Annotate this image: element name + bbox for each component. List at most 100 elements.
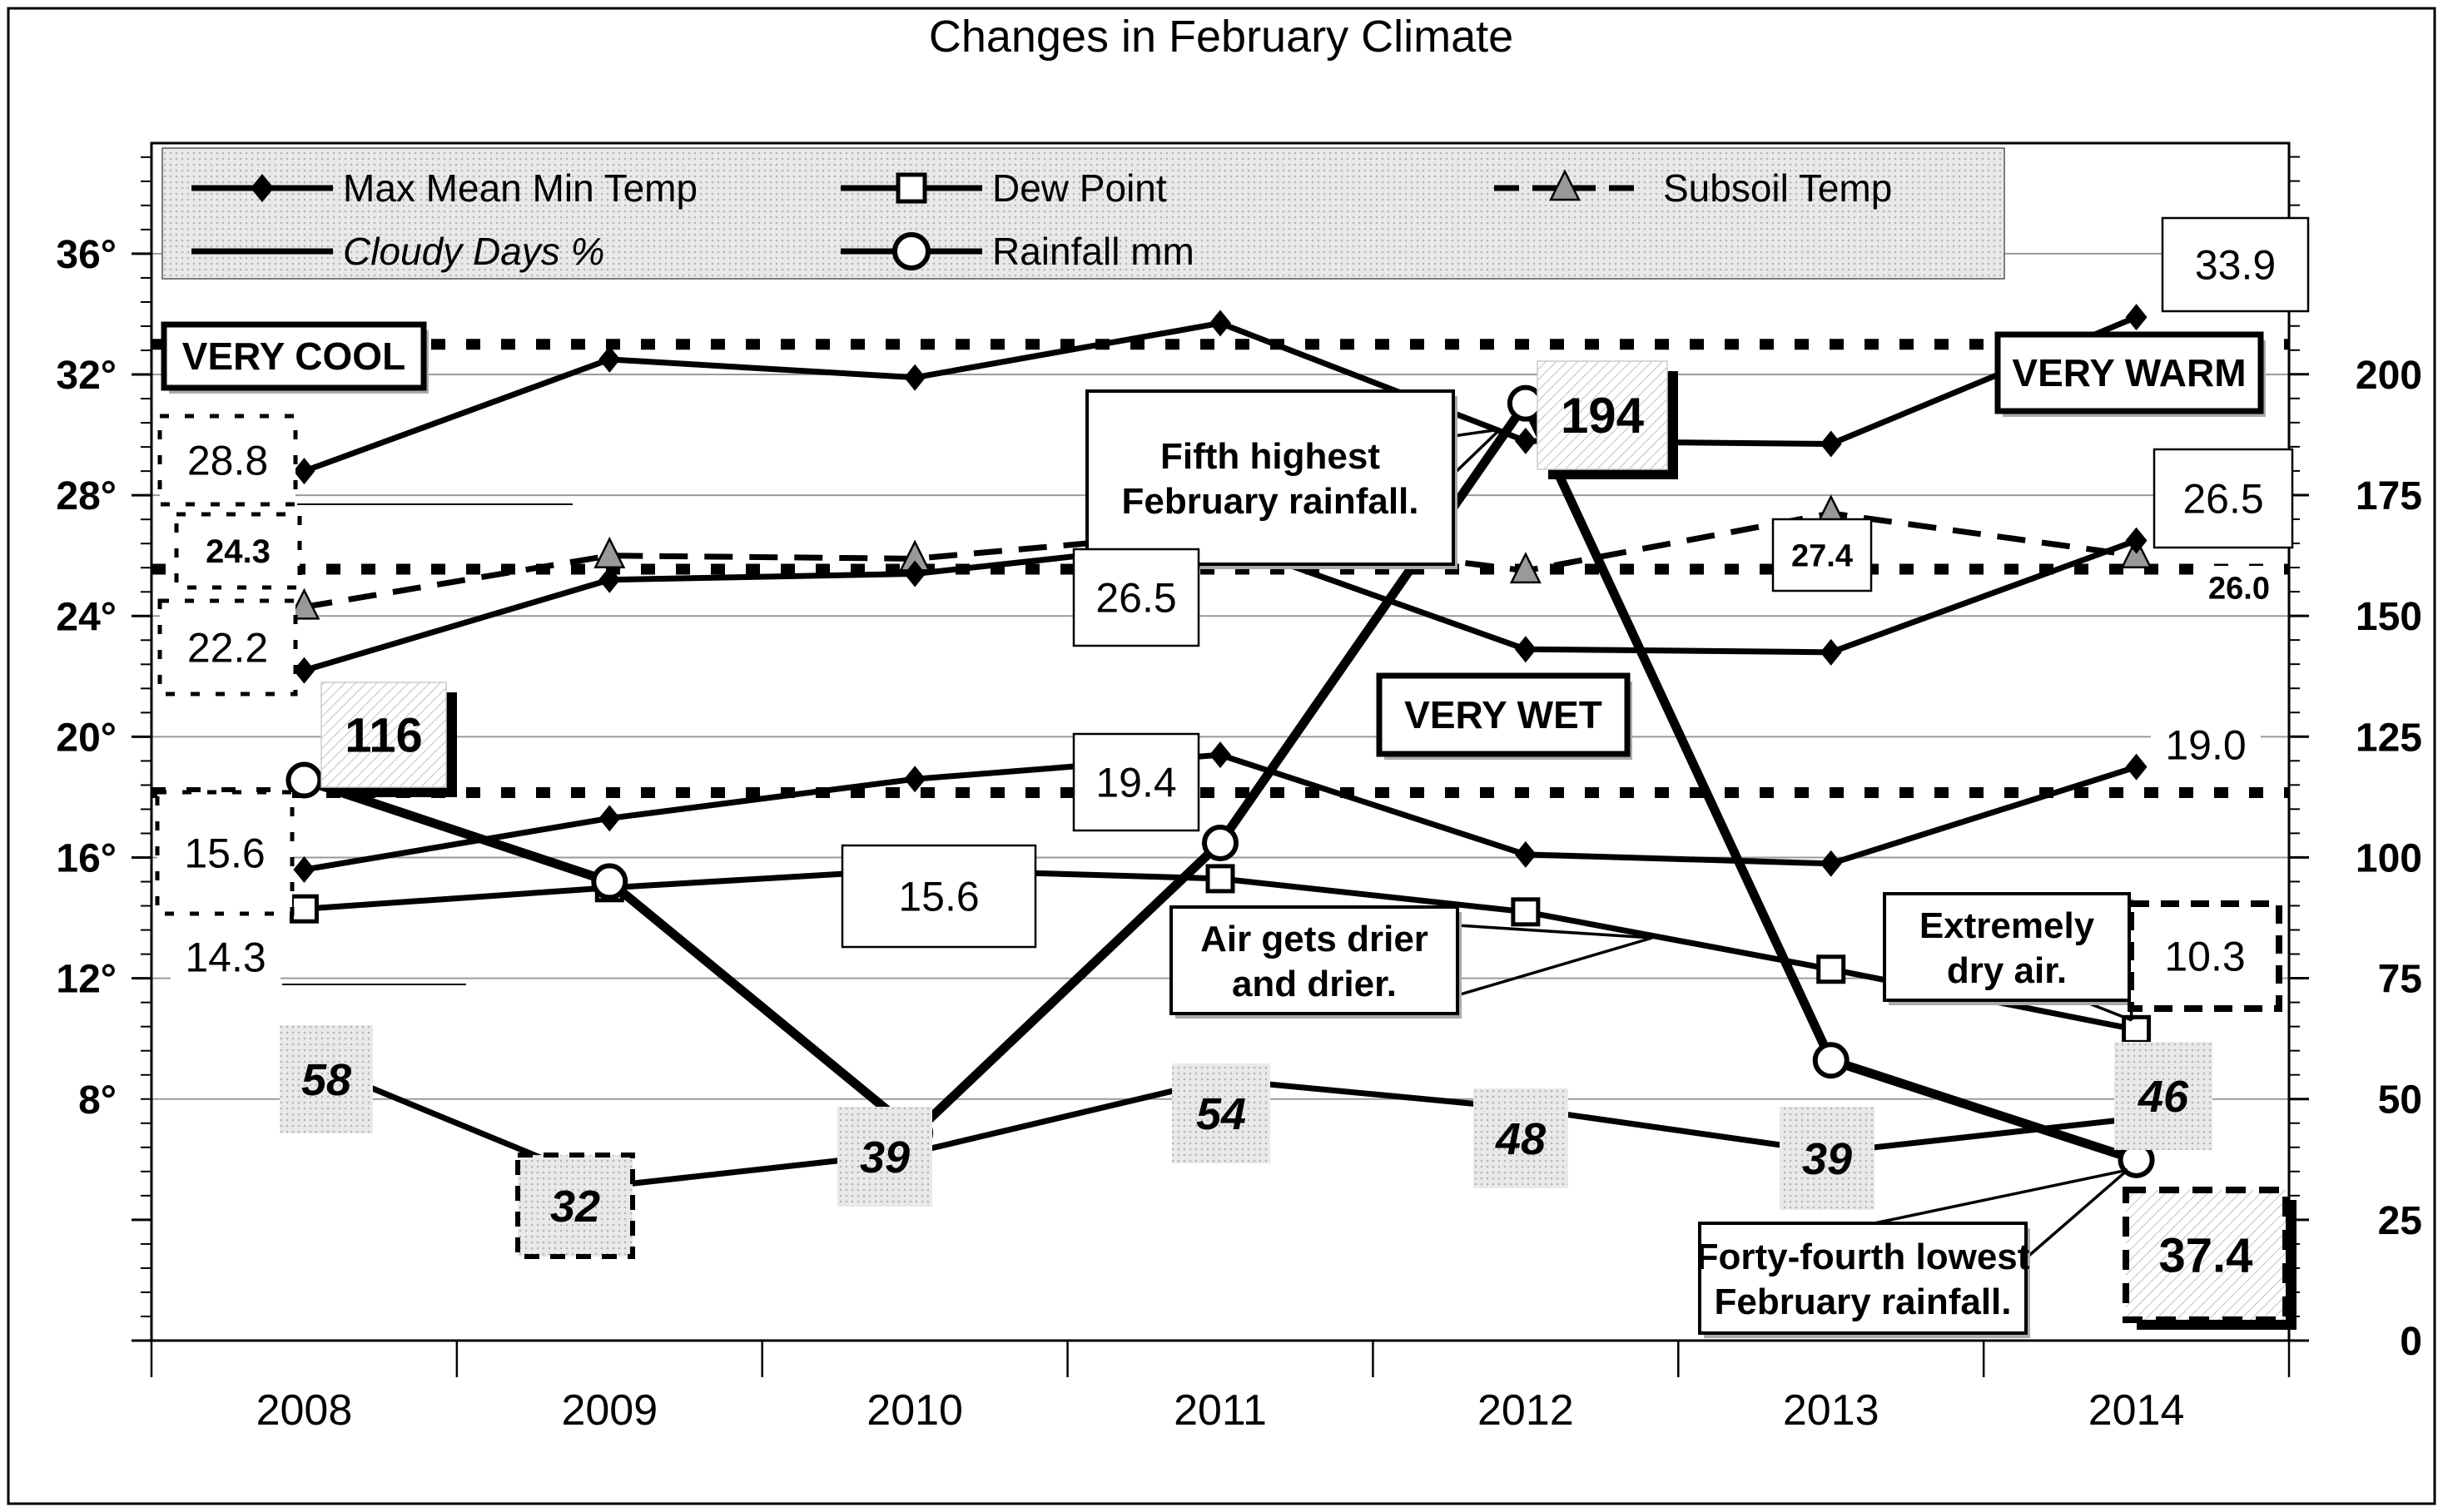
value-label-min-2011: 19.4 — [1072, 732, 1200, 832]
data-point-marker-square — [2122, 1014, 2152, 1044]
legend-label: Dew Point — [992, 166, 1167, 210]
x-axis-year-label: 2010 — [866, 1386, 963, 1435]
label-box — [1780, 1107, 1874, 1210]
data-point-marker-diamond — [598, 805, 621, 832]
data-point-marker-square — [1205, 864, 1235, 894]
label-box — [280, 1025, 373, 1133]
data-point-marker-diamond — [598, 566, 621, 593]
label-box — [2114, 1042, 2212, 1150]
value-label-subsoil-2014: 26.0 — [2194, 566, 2284, 609]
callout-pointer — [1874, 1168, 2128, 1225]
left-axis-label: 36° — [56, 233, 117, 277]
banner-text: VERY WET — [1404, 693, 1602, 736]
label-box — [837, 1107, 932, 1207]
data-point-marker-circle — [1507, 384, 1544, 422]
legend-marker-square — [896, 172, 927, 204]
callout-pointer — [1452, 428, 1502, 476]
x-axis-year-label: 2012 — [1477, 1386, 1574, 1435]
data-point-marker-diamond — [1514, 427, 1537, 454]
label-box — [157, 414, 298, 507]
callout-text: and drier. — [1232, 964, 1397, 1004]
left-axis-label: 32° — [56, 354, 117, 398]
data-point-marker-diamond — [1209, 310, 1231, 337]
callout-box — [1883, 892, 2131, 1002]
legend-item-dew-point: Dew Point — [841, 166, 1167, 210]
right-axis-label: 200 — [2356, 354, 2422, 398]
value-label-subsoil-2013: 27.4 — [1771, 518, 1873, 592]
label-box — [2153, 448, 2294, 549]
value-label-min-2014: 19.0 — [2151, 717, 2261, 772]
data-point-marker-diamond — [2125, 304, 2148, 331]
data-point-marker-diamond — [1514, 636, 1537, 663]
callout-pointer — [1457, 924, 1653, 939]
right-axis-label: 175 — [2356, 474, 2422, 518]
callout-text: dry air. — [1947, 950, 2067, 991]
legend-label: Max Mean Min Temp — [343, 166, 698, 210]
callout-text: Forty-fourth lowest — [1696, 1237, 2030, 1277]
data-point-marker-diamond — [1820, 850, 1842, 877]
callout-pointer — [2024, 1168, 2129, 1260]
x-axis-year-label: 2009 — [561, 1386, 658, 1435]
x-axis-year-label: 2014 — [2088, 1386, 2185, 1435]
data-point-marker-circle — [591, 863, 628, 900]
plot-frame — [150, 141, 2291, 1342]
callout-air-gets-drier: Air gets drier and drier. — [1169, 905, 1653, 1019]
callout-box — [1698, 1222, 2028, 1335]
legend-marker-triangle — [1548, 169, 1581, 201]
label-text: 26.5 — [1095, 575, 1176, 622]
legend-item-cloudy-days-: Cloudy Days % — [191, 230, 604, 273]
left-axis-label: 12° — [56, 958, 117, 1002]
banner-text: VERY COOL — [182, 335, 405, 378]
label-text: 15.6 — [184, 830, 265, 877]
label-box — [2128, 900, 2282, 1012]
label-box — [515, 1153, 635, 1259]
axes: 36° 32° 28° 24° 20° 16° 12° 8° 200 175 150 125 100 75… — [56, 156, 2422, 1435]
value-label-cloudy-2010: 39 — [837, 1107, 932, 1207]
data-point-marker-diamond — [1820, 430, 1842, 458]
legend-item-subsoil-temp: Subsoil Temp — [1494, 166, 1892, 210]
callout-box — [1085, 389, 1455, 566]
value-label-dew-2008: 14.3 — [171, 930, 281, 984]
value-label-cloudy-2013: 39 — [1780, 1107, 1874, 1210]
chart-title: Changes in February Climate — [929, 12, 1513, 62]
banner-very-wet: VERY WET — [1376, 672, 1632, 760]
data-point-marker-circle — [286, 761, 323, 799]
legend-item-max-mean-min-temp: Max Mean Min Temp — [191, 166, 698, 210]
data-point-marker-square — [1816, 954, 1846, 984]
data-point-marker-diamond — [1820, 638, 1842, 666]
left-axis-label: 24° — [56, 595, 117, 639]
data-point-marker-diamond — [293, 657, 315, 684]
data-point-marker-diamond — [293, 856, 315, 884]
label-backing — [171, 930, 281, 984]
label-text: 28.8 — [187, 438, 268, 484]
page-border — [7, 7, 2436, 1505]
banner-box — [1376, 672, 1631, 757]
value-label-cloudy-2014: 46 — [2114, 1042, 2212, 1150]
callout-text: February rainfall. — [1714, 1281, 2011, 1322]
label-text: 58 — [301, 1055, 351, 1105]
value-label-rain-2012: 194 — [1537, 360, 1678, 479]
label-box — [1537, 360, 1668, 470]
label-text: 48 — [1495, 1114, 1546, 1164]
x-axis-year-label: 2013 — [1783, 1386, 1879, 1435]
callout-text: Extremely — [1919, 905, 2095, 946]
label-text: 26.5 — [2182, 476, 2263, 523]
label-text: 24.3 — [206, 533, 271, 570]
label-box — [2123, 1187, 2289, 1323]
legend-label: Cloudy Days % — [343, 230, 604, 273]
x-axis-year-label: 2011 — [1174, 1386, 1267, 1435]
label-box — [1072, 548, 1200, 647]
left-axis-label: 16° — [56, 837, 117, 881]
value-label-dew-2010: 15.6 — [841, 844, 1037, 949]
right-axis-label: 75 — [2378, 958, 2422, 1002]
label-box — [841, 844, 1037, 949]
x-axis-year-label: 2008 — [256, 1386, 353, 1435]
label-box — [1072, 732, 1200, 832]
data-point-marker-diamond — [598, 345, 621, 373]
legend: Max Mean Min Temp Dew Point Subsoil Temp Cl… — [161, 147, 2005, 280]
label-box — [320, 682, 447, 788]
label-backing — [2151, 717, 2261, 772]
